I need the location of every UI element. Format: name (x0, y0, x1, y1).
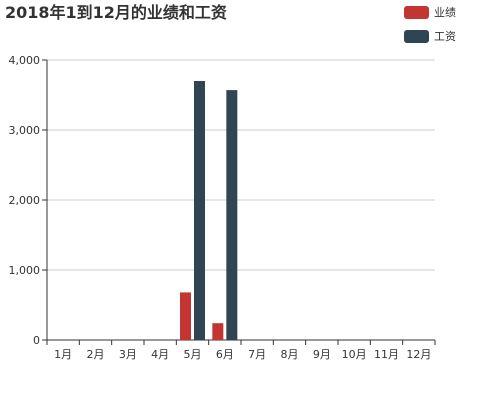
x-tick-label: 1月 (54, 348, 72, 361)
legend[interactable]: 业绩 工资 (404, 6, 456, 43)
x-tick-label: 2月 (87, 348, 105, 361)
bar-series-0-5[interactable] (180, 292, 191, 340)
legend-item-series-1[interactable]: 工资 (404, 30, 456, 43)
legend-label-series-0: 业绩 (434, 6, 456, 19)
x-tick-label: 6月 (216, 348, 234, 361)
y-tick-label: 0 (33, 334, 40, 347)
bar-series-1-6[interactable] (226, 90, 238, 340)
x-tick-label: 12月 (406, 348, 431, 361)
y-tick-label: 3,000 (9, 124, 41, 137)
y-tick-label: 2,000 (9, 194, 41, 207)
x-tick-label: 10月 (342, 348, 367, 361)
x-tick-label: 11月 (374, 348, 399, 361)
y-axis: 0 1,000 2,000 3,000 4,000 (9, 54, 48, 347)
bar-series-0-6[interactable] (212, 323, 224, 340)
gridlines (47, 59, 435, 271)
legend-swatch-series-0 (404, 6, 429, 19)
y-tick-label: 4,000 (9, 54, 41, 67)
x-tick-label: 7月 (248, 348, 266, 361)
x-tick-label: 3月 (119, 348, 137, 361)
y-tick-label: 1,000 (9, 264, 41, 277)
legend-swatch-series-1 (404, 30, 429, 43)
x-tick-label: 9月 (313, 348, 331, 361)
x-tick-label: 8月 (281, 348, 299, 361)
legend-item-series-0[interactable]: 业绩 (404, 6, 456, 19)
legend-label-series-1: 工资 (434, 30, 456, 43)
bars (180, 81, 238, 340)
x-axis: 1月 2月 3月 4月 5月 6月 7月 8月 9月 10月 11月 12月 (46, 339, 436, 361)
x-tick-label: 5月 (184, 348, 202, 361)
x-tick-label: 4月 (151, 348, 169, 361)
chart-title: 2018年1到12月的业绩和工资 (5, 3, 227, 22)
bar-series-1-5[interactable] (194, 81, 205, 340)
